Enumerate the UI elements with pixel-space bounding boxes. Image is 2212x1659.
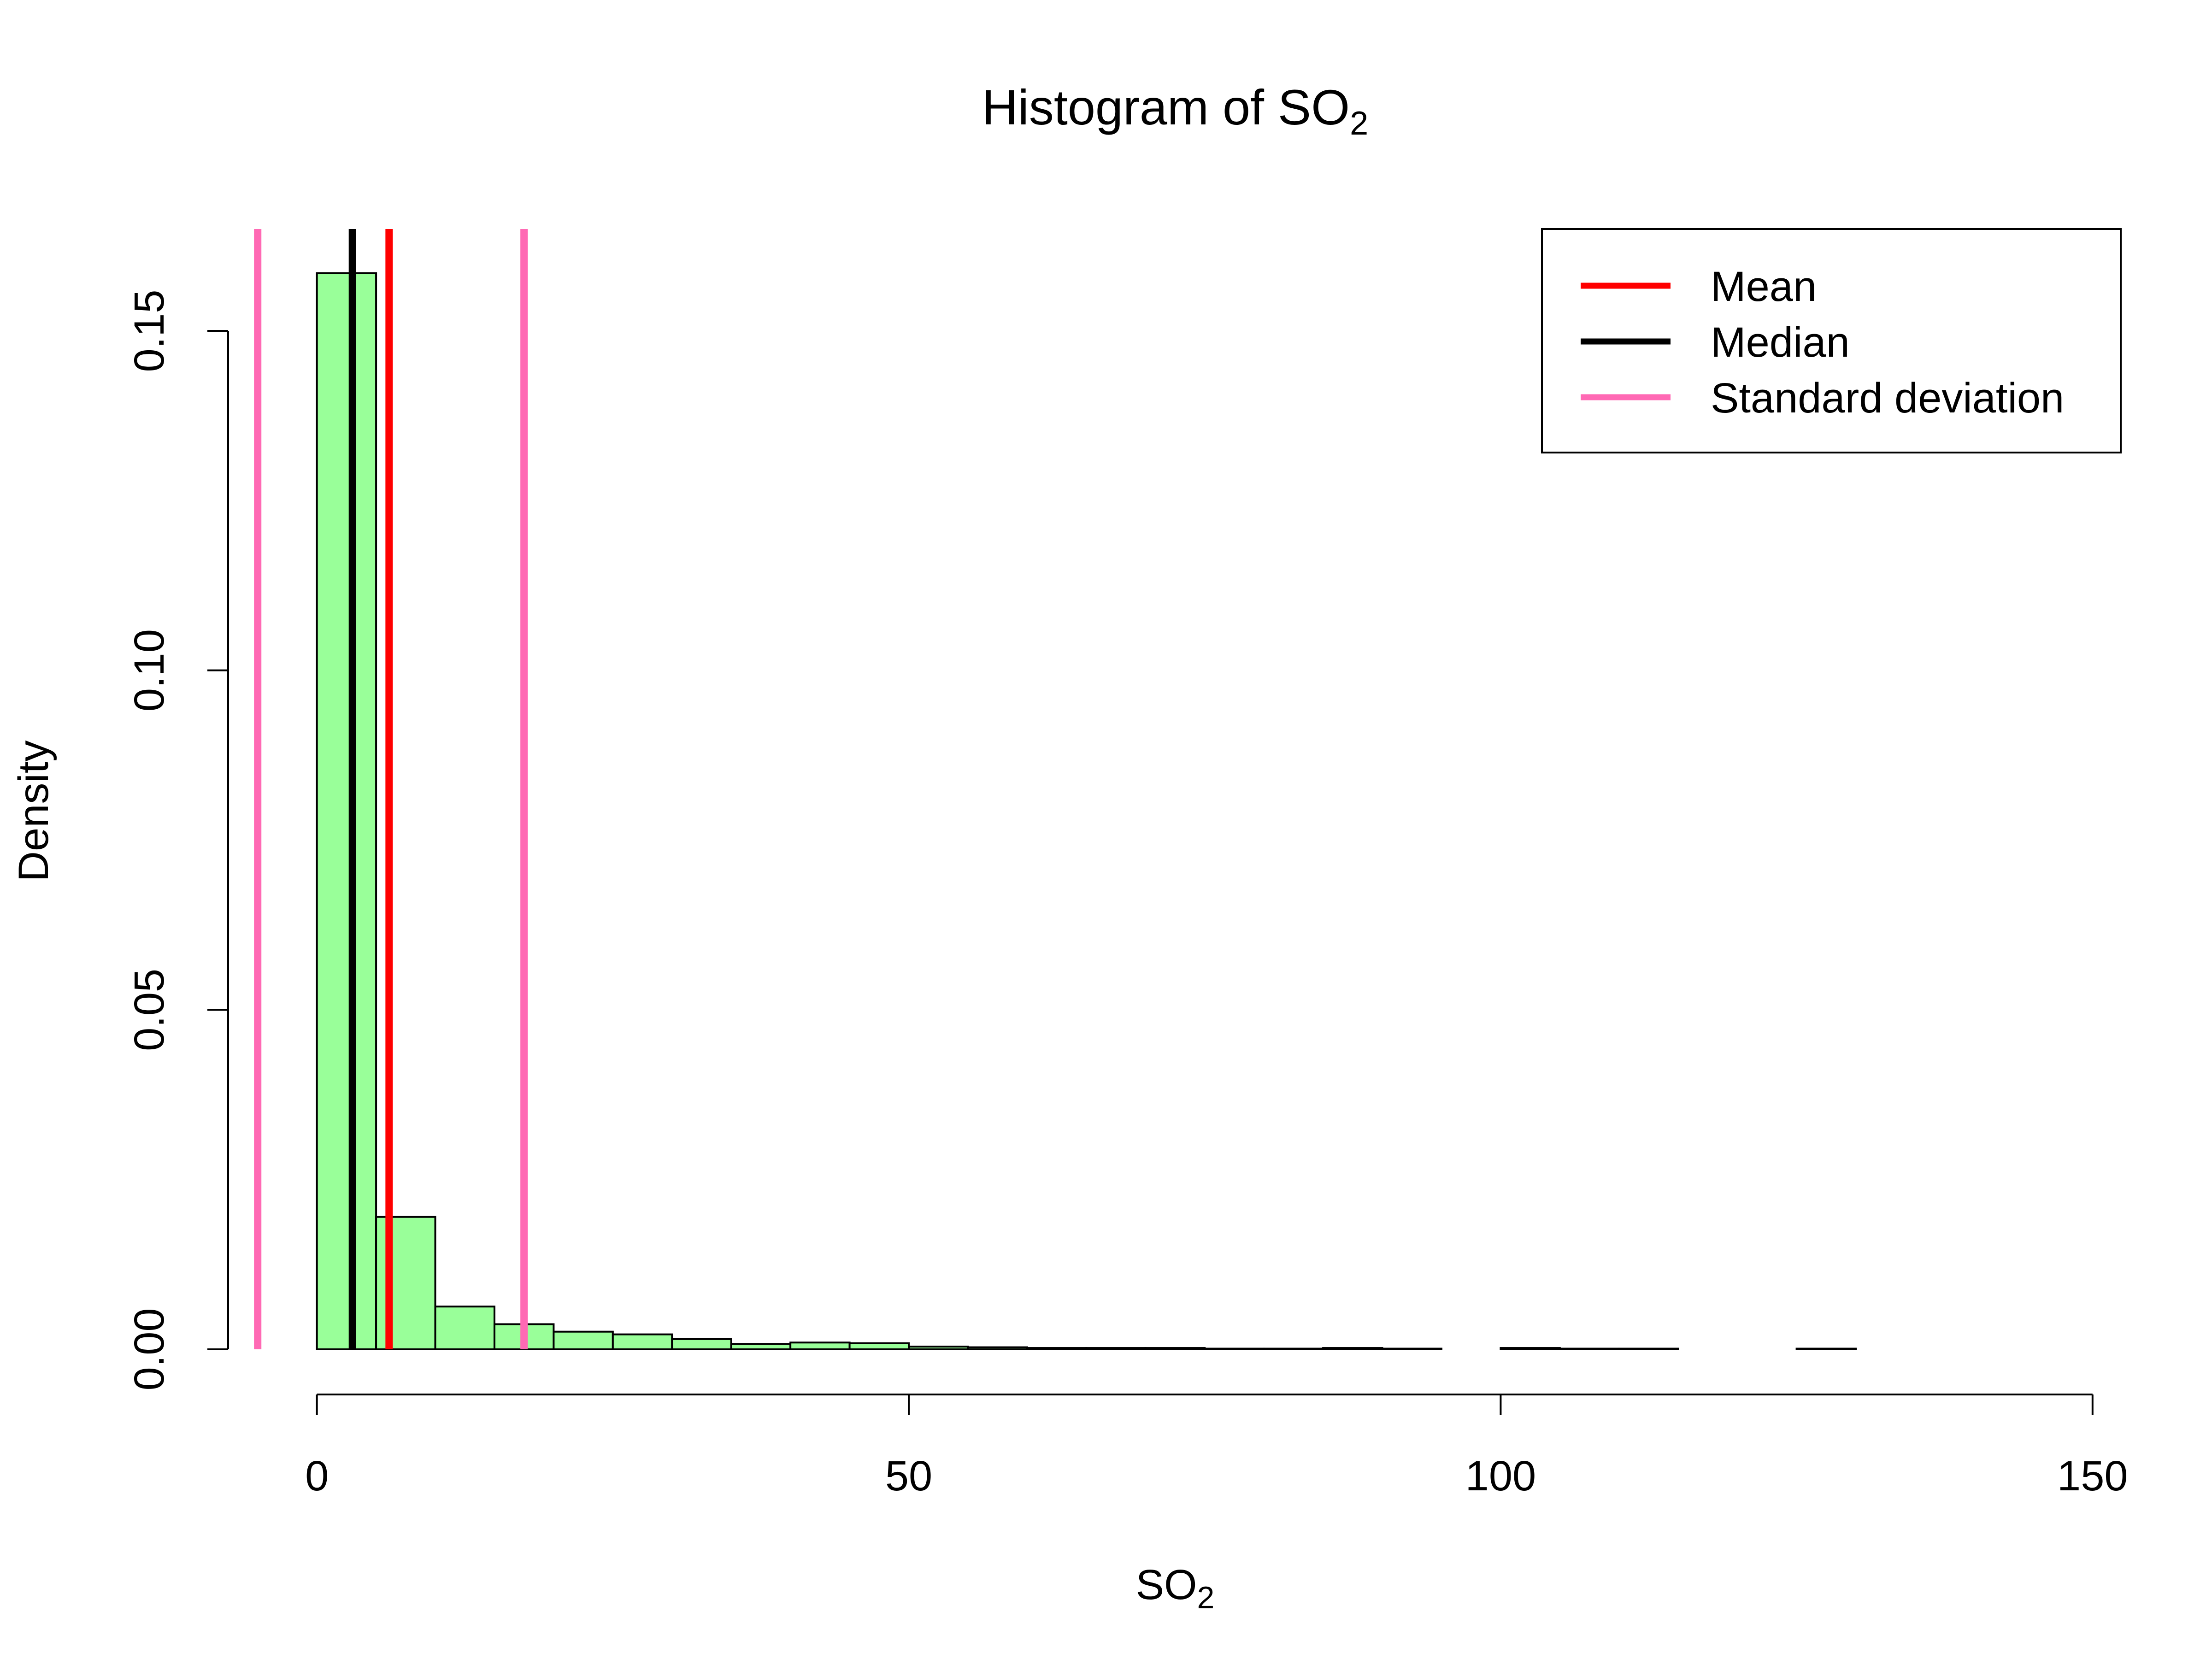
histogram-bar	[967, 1346, 1028, 1351]
histogram-bar	[730, 1343, 792, 1351]
histogram-bar	[671, 1338, 732, 1350]
histogram-bar	[1026, 1347, 1088, 1350]
x-tick-label: 0	[305, 1453, 329, 1500]
y-tick-label: 0.05	[126, 969, 173, 1051]
histogram-bar	[316, 272, 377, 1351]
reference-lines	[254, 229, 528, 1349]
x-axis: 0 50 100 150	[305, 1394, 2128, 1500]
histogram-bar	[553, 1330, 614, 1351]
histogram-bar	[1085, 1347, 1147, 1350]
legend-label-standard-deviation: Standard deviation	[1711, 375, 2064, 422]
histogram-bar	[1500, 1347, 1561, 1350]
histogram-bar	[434, 1306, 495, 1350]
x-tick-label: 150	[2057, 1453, 2128, 1500]
chart-title: Histogram of SO2	[982, 79, 1368, 142]
y-tick-label: 0.00	[126, 1308, 173, 1390]
histogram-bar	[848, 1342, 910, 1350]
y-tick-label: 0.10	[126, 629, 173, 712]
histogram-bar	[612, 1333, 673, 1351]
x-tick-label: 100	[1465, 1453, 1536, 1500]
histogram-bar	[789, 1341, 851, 1350]
x-tick-label: 50	[885, 1453, 932, 1500]
histogram-bar	[908, 1346, 969, 1351]
y-tick-label: 0.15	[126, 289, 173, 372]
y-axis: 0.00 0.05 0.10 0.15	[126, 289, 229, 1391]
legend-label-median: Median	[1711, 319, 1850, 366]
legend-label-mean: Mean	[1711, 263, 1817, 310]
y-axis-title: Density	[10, 741, 57, 882]
legend: Mean Median Standard deviation	[1541, 228, 2122, 453]
histogram-bar	[375, 1216, 436, 1350]
histogram-bar	[1322, 1347, 1383, 1350]
x-axis-title: SO2	[1136, 1561, 1215, 1615]
histogram-bar	[1144, 1347, 1206, 1350]
